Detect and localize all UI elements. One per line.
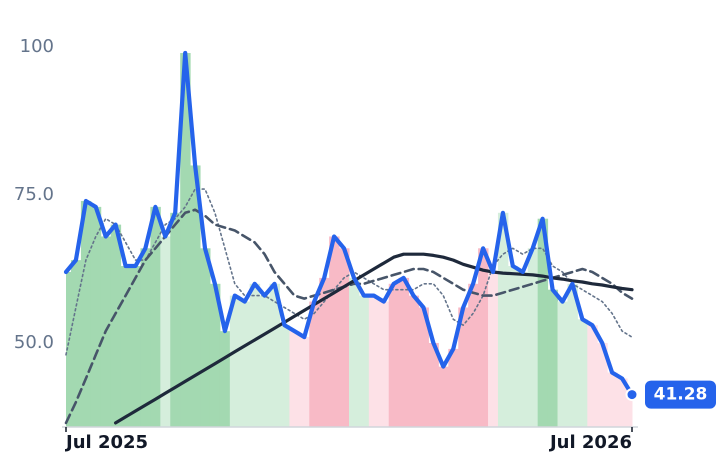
series-line [63,50,635,397]
regime-fill [368,295,380,427]
regime-fill [259,295,271,427]
regime-fill [279,325,290,427]
regime-fill [428,342,439,427]
regime-fill [438,366,449,427]
regime-fill [537,218,549,427]
regime-fill [358,295,370,427]
regime-fill [110,224,122,427]
regime-fill [478,248,489,427]
regime-fill [458,307,469,427]
series-line [65,188,633,356]
series-line [114,252,634,425]
regime-fill [517,271,529,427]
regime-fill [150,206,161,427]
x-tick-label: Jul 2026 [548,432,632,453]
regime-fill [468,283,479,427]
regime-fill [170,212,181,427]
y-tick-label: 50.0 [14,332,54,353]
regime-fill [66,271,72,427]
regime-fill [219,331,231,427]
regime-fill [80,200,92,427]
x-tick-label: Jul 2025 [64,432,148,453]
y-tick-label: 100 [20,36,54,57]
regime-fill [388,283,400,427]
regime-fill [309,301,320,427]
series-line [64,208,634,425]
last-value-badge [645,380,716,409]
regime-fill [319,277,330,427]
regime-fill [398,277,410,427]
last-value-label: 41.28 [654,385,708,405]
regime-fill [627,394,633,427]
regime-fill [597,342,608,427]
regime-fill [209,283,221,427]
regime-fill [507,266,519,427]
regime-fill [70,260,82,427]
regime-fill [547,289,559,427]
regime-fill [617,378,628,427]
regime-fill [418,307,429,427]
regime-fill [567,283,578,427]
regime-fill [378,301,390,427]
regime-fill [200,248,211,427]
regime-fill [269,283,280,427]
last-point [625,388,639,402]
regime-fill [488,271,499,427]
regime-fill [577,319,588,427]
regime-fill [607,372,618,427]
regime-fill [557,301,568,427]
regime-fill [249,283,261,427]
regime-fill [190,165,201,428]
y-tick-label: 75.0 [14,184,54,205]
regime-fill [408,295,420,427]
regime-fill [339,248,350,427]
regime-fill [289,331,300,427]
regime-fill [229,295,241,427]
regime-fill [587,325,598,427]
regime-fill [527,248,539,427]
regime-fill [120,266,132,427]
regime-fill [349,277,360,427]
regime-fill [140,248,151,427]
regime-fill [497,212,509,427]
regime-fill [130,266,141,427]
regime-fill [239,301,251,427]
regime-fill [180,53,191,428]
regime-fill [299,337,310,427]
regime-fill [160,236,171,427]
regime-fill [90,206,102,427]
regime-fill [329,236,340,427]
regime-fill [448,348,459,427]
